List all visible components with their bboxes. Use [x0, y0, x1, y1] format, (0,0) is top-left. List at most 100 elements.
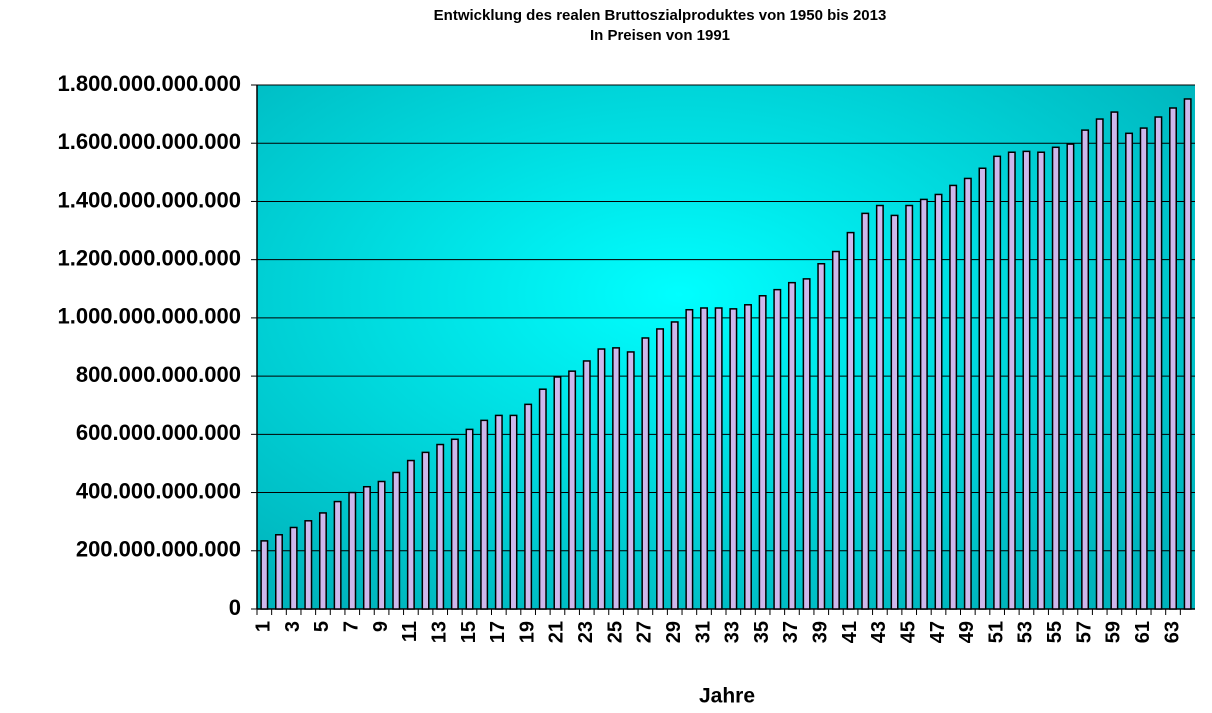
bar — [1169, 107, 1177, 610]
x-tick-label: 33 — [722, 621, 744, 643]
y-tick-label: 1.200.000.000.000 — [57, 245, 241, 270]
x-tick-label: 13 — [428, 621, 450, 643]
bar — [524, 403, 533, 610]
bar — [1066, 143, 1075, 610]
x-tick-label: 25 — [604, 621, 626, 643]
y-tick-label: 1.000.000.000.000 — [57, 304, 241, 329]
bar — [597, 348, 606, 610]
bar — [1007, 151, 1016, 610]
bar — [509, 414, 518, 610]
y-tick-label: 0 — [229, 595, 241, 620]
x-tick-label: 47 — [927, 621, 949, 643]
bar — [406, 459, 415, 610]
chart-subtitle: In Preisen von 1991 — [590, 27, 730, 44]
x-tick-label: 63 — [1161, 621, 1183, 643]
y-tick-label: 800.000.000.000 — [76, 362, 241, 387]
bar — [817, 262, 826, 610]
x-tick-label: 19 — [516, 621, 538, 643]
x-tick-label: 61 — [1132, 621, 1154, 643]
bar — [260, 540, 269, 610]
y-tick-label: 200.000.000.000 — [76, 537, 241, 562]
bar — [890, 214, 899, 610]
bar — [377, 480, 386, 610]
bar — [318, 512, 327, 610]
bar — [480, 419, 489, 610]
bar — [568, 370, 577, 610]
bar — [333, 500, 342, 610]
bar — [787, 281, 796, 610]
x-tick-label: 3 — [282, 621, 304, 632]
bar — [348, 491, 357, 610]
bar — [656, 328, 665, 610]
bar — [670, 321, 679, 610]
bar — [714, 307, 723, 610]
x-tick-label: 27 — [634, 621, 656, 643]
bar — [963, 177, 972, 610]
y-tick-label: 1.800.000.000.000 — [57, 71, 241, 96]
x-tick-label: 29 — [663, 621, 685, 643]
y-tick-label: 400.000.000.000 — [76, 478, 241, 503]
bar — [773, 288, 782, 610]
bar — [1125, 132, 1134, 610]
bar — [538, 388, 547, 610]
bar — [1154, 116, 1163, 610]
bar — [905, 204, 914, 610]
bar — [802, 278, 811, 610]
x-tick-label: 31 — [692, 621, 714, 643]
bar — [421, 451, 430, 610]
bar — [1051, 146, 1060, 610]
bar — [729, 308, 738, 610]
x-tick-label: 53 — [1015, 621, 1037, 643]
bar — [1183, 98, 1192, 610]
x-tick-label: 15 — [458, 621, 480, 643]
bar — [450, 438, 459, 610]
x-tick-label: 55 — [1044, 621, 1066, 643]
bar — [1037, 151, 1046, 610]
bar — [641, 337, 650, 610]
x-tick-label: 9 — [370, 621, 392, 632]
x-tick-label: 7 — [341, 621, 363, 632]
y-tick-label: 1.400.000.000.000 — [57, 187, 241, 212]
x-axis-label: Jahre — [699, 685, 755, 708]
bar — [831, 250, 840, 610]
bar — [626, 351, 635, 610]
bar — [861, 212, 870, 610]
bar — [846, 231, 855, 610]
x-tick-label: 39 — [810, 621, 832, 643]
x-tick-label: 51 — [985, 621, 1007, 643]
x-tick-label: 37 — [780, 621, 802, 643]
bar — [934, 193, 943, 610]
x-tick-label: 45 — [897, 621, 919, 643]
bar — [1022, 150, 1031, 610]
bar — [993, 155, 1002, 610]
x-tick-label: 11 — [399, 621, 421, 642]
bar — [978, 167, 987, 610]
bar — [1139, 127, 1148, 610]
x-tick-label: 21 — [546, 621, 568, 643]
chart-title: Entwicklung des realen Bruttoszialproduk… — [434, 7, 887, 24]
bar — [685, 308, 694, 610]
bar — [436, 443, 445, 610]
bar — [1110, 111, 1119, 610]
bar — [1095, 118, 1104, 610]
bar — [875, 204, 884, 610]
x-tick-label: 59 — [1103, 621, 1125, 643]
x-tick-label: 23 — [575, 621, 597, 643]
bar — [612, 347, 621, 610]
bar — [1081, 129, 1090, 610]
bar — [919, 198, 928, 610]
x-tick-label: 43 — [868, 621, 890, 643]
bar — [275, 534, 283, 610]
bar — [553, 376, 562, 610]
bar — [582, 360, 591, 610]
y-tick-label: 600.000.000.000 — [76, 420, 241, 445]
x-tick-label: 49 — [956, 621, 978, 643]
x-tick-label: 57 — [1073, 621, 1095, 643]
bar — [700, 307, 708, 610]
bar — [392, 471, 401, 610]
bar — [949, 184, 958, 610]
bar — [758, 295, 767, 610]
x-tick-label: 35 — [751, 621, 773, 643]
bar — [289, 526, 298, 610]
